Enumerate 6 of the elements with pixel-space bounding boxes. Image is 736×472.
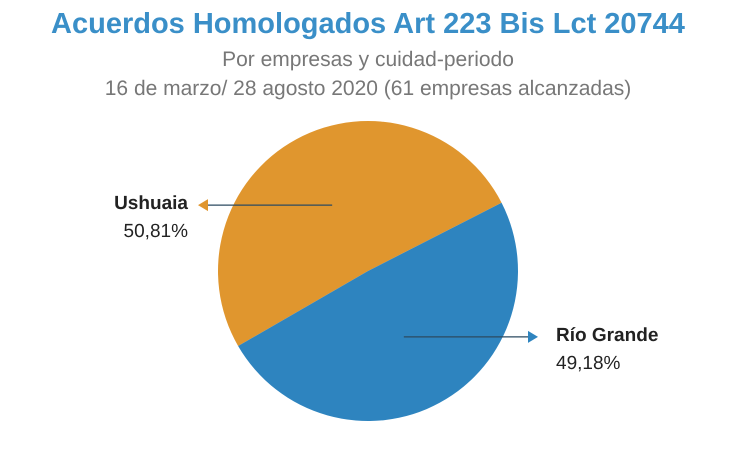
data-label: 50,81% bbox=[124, 221, 188, 242]
data-label: 49,18% bbox=[556, 352, 621, 374]
legend-label: Río Grande bbox=[556, 324, 658, 346]
slice-label: Ushuaia bbox=[114, 193, 188, 214]
chart-title: Acuerdos Homologados Art 223 Bis Lct 20744 bbox=[50, 8, 686, 41]
chart-subtitle: Por empresas y cuidad-periodo 16 de marzo/ 28 agosto 2020 (61 empresas alcanzadas) bbox=[104, 47, 632, 102]
